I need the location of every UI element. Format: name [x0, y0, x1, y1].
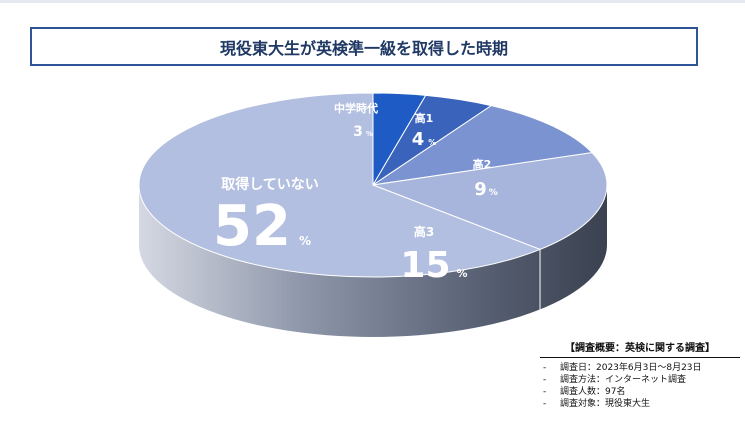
- pie-slice: [138, 92, 542, 278]
- pie-top: [138, 92, 608, 278]
- slice-label: 高1: [415, 111, 434, 125]
- top-rule: [0, 0, 745, 3]
- slice-value: 4%: [412, 129, 437, 150]
- chart-title: 現役東大生が英検準一級を取得した時期: [30, 27, 698, 66]
- pie-side: [139, 185, 607, 337]
- pie-side-wall: [139, 185, 607, 337]
- slice-value: 3%: [353, 124, 373, 140]
- slice-value: 52%: [213, 194, 311, 259]
- slice-label: 高3: [414, 224, 434, 239]
- slice-label: 高2: [473, 157, 492, 171]
- survey-item-target: 調査対象：現役東大生: [540, 398, 740, 410]
- slice-label: 取得していない: [221, 176, 319, 193]
- survey-title: 【調査概要：英検に関する調査】: [540, 343, 740, 358]
- survey-item-method: 調査方法：インターネット調査: [540, 374, 740, 386]
- slice-value: 15%: [400, 245, 467, 286]
- pie-slice: [371, 152, 608, 250]
- survey-summary: 【調査概要：英検に関する調査】 調査日：2023年6月3日～8月23日 調査方法…: [540, 343, 740, 410]
- pie-slice: [372, 105, 594, 186]
- survey-item-date: 調査日：2023年6月3日～8月23日: [540, 362, 740, 374]
- slice-label: 中学時代: [334, 101, 378, 115]
- slice-value: 9%: [474, 179, 498, 200]
- survey-list: 調査日：2023年6月3日～8月23日 調査方法：インターネット調査 調査人数：…: [540, 362, 740, 410]
- survey-item-count: 調査人数：97名: [540, 386, 740, 398]
